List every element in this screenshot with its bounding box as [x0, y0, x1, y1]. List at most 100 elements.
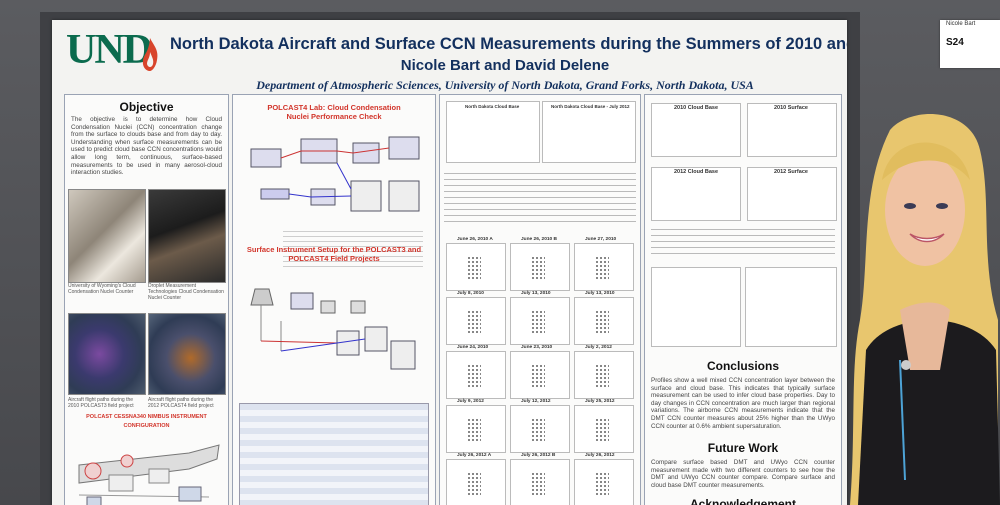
profile-plot: June 23, 2010	[510, 345, 570, 399]
profile-plot: July 26, 2012	[574, 453, 634, 505]
chart-2010-surface-title: 2010 Surface	[774, 105, 808, 111]
objective-heading: Objective	[119, 100, 174, 114]
chart-2010-cloud-base: 2010 Cloud Base	[651, 103, 741, 157]
chart-2012-cloud-base-title: 2012 Cloud Base	[674, 169, 719, 175]
chart-cloud-base-july-2012-title: North Dakota Cloud Base - July 2012	[551, 104, 630, 109]
profile-plot-points	[467, 364, 481, 388]
poster-affiliation: Department of Atmospheric Sciences, Univ…	[256, 78, 754, 92]
presenter-name-tag: Nicole Bart S24	[940, 20, 1000, 68]
profile-plot-label: July 26, 2012 A	[457, 453, 492, 458]
flight-2010-caption: Aircraft flight paths during the 2010 PO…	[68, 397, 134, 409]
chart-cloud-base: North Dakota Cloud Base	[446, 101, 540, 163]
profile-plot-points	[467, 310, 481, 334]
uwyo-ccn-photo	[68, 189, 146, 283]
surface-setup-heading: Surface Instrument Setup for the POLCAST…	[246, 245, 422, 263]
comparison-chart-1	[651, 267, 741, 347]
profile-plot: July 12, 2012	[510, 399, 570, 453]
conclusions-text: Profiles show a well mixed CCN concentra…	[651, 377, 835, 430]
profile-plot-label: June 26, 2010 B	[521, 237, 557, 242]
tag-board-id: S24	[946, 37, 964, 48]
profile-plot-label: July 9, 2012	[457, 399, 484, 404]
conclusions-heading: Conclusions	[706, 359, 779, 373]
aircraft-diagram	[78, 444, 220, 505]
chart-cloud-base-july-2012: North Dakota Cloud Base - July 2012	[542, 101, 636, 163]
profile-plot: June 26, 2010 B	[510, 237, 570, 291]
dmt-caption: Droplet Measurement Technologies Cloud C…	[148, 283, 224, 301]
surface-schematic	[250, 288, 416, 370]
profile-plot-label: July 13, 2010	[521, 291, 551, 296]
uwyo-caption: University of Wyoming's Cloud Condensati…	[68, 283, 136, 295]
profile-plot-label: June 24, 2010	[457, 345, 489, 350]
und-logo: UND	[66, 24, 176, 86]
profile-plot-label: June 27, 2010	[585, 237, 617, 242]
chart-2010-surface: 2010 Surface	[747, 103, 837, 157]
profile-plot-points	[531, 418, 545, 442]
profile-plot: July 9, 2012	[446, 399, 506, 453]
profile-plot-points	[531, 256, 545, 280]
profile-plot-label: July 8, 2010	[457, 291, 484, 296]
dmt-ccn-photo	[148, 189, 226, 283]
flame-icon	[142, 38, 158, 71]
profile-plot-points	[467, 256, 481, 280]
profile-plot-points	[595, 472, 609, 496]
conclusions-column: 2010 Cloud Base 2010 Surface 2012 Cloud …	[644, 94, 842, 505]
profile-plot-points	[467, 472, 481, 496]
research-poster: UND North Dakota Aircraft and Surface CC…	[52, 20, 847, 505]
profile-plot-points	[467, 418, 481, 442]
profile-plot: July 26, 2012 A	[446, 453, 506, 505]
flight-2012-caption: Aircraft flight paths during the 2012 PO…	[148, 397, 214, 409]
profile-plot-points	[595, 418, 609, 442]
objective-text: The objective is to determine how Cloud …	[71, 116, 222, 177]
profile-plot: July 2, 2012	[574, 345, 634, 399]
profile-plot-points	[531, 364, 545, 388]
comparison-chart-2	[745, 267, 837, 347]
chart-2012-surface: 2012 Surface	[747, 167, 837, 221]
profile-plot: June 27, 2010	[574, 237, 634, 291]
chart-2010-cloud-base-title: 2010 Cloud Base	[674, 105, 719, 111]
chart-2012-surface-title: 2012 Surface	[774, 169, 808, 175]
profile-plot-label: June 26, 2010 A	[457, 237, 493, 242]
results-text	[444, 173, 636, 223]
profile-plot-points	[595, 310, 609, 334]
acknowledgement-heading: Acknowledgement	[689, 497, 797, 505]
objective-column: Objective The objective is to determine …	[64, 94, 229, 505]
profile-plot-label: July 25, 2012	[585, 399, 615, 404]
instrument-config-heading: POLCAST CESSNA340 NIMBUS INSTRUMENT CONF…	[86, 414, 207, 429]
chart-cloud-base-title: North Dakota Cloud Base	[465, 104, 520, 109]
lab-schematic	[250, 136, 420, 212]
methods-column: POLCAST4 Lab: Cloud Condensation Nuclei …	[232, 94, 436, 505]
flight-paths-2012-map	[148, 313, 226, 395]
profile-plot-label: July 26, 2012 B	[521, 453, 556, 458]
tag-presenter-name: Nicole Bart	[946, 21, 976, 27]
logo-text: UND	[66, 27, 153, 73]
results-column: North Dakota Cloud Base North Dakota Clo…	[439, 94, 641, 505]
flight-paths-2010-map	[68, 313, 146, 395]
profile-plot-points	[595, 364, 609, 388]
future-work-text: Compare surface based DMT and UWyo CCN c…	[651, 459, 835, 489]
profile-plot: June 24, 2010	[446, 345, 506, 399]
profile-plot-label: June 23, 2010	[521, 345, 553, 350]
profile-plot: July 13, 2010	[510, 291, 570, 345]
lab-notes	[283, 231, 423, 271]
profile-plot-label: July 26, 2012	[585, 453, 615, 458]
future-work-heading: Future Work	[707, 441, 779, 455]
profile-plot: July 8, 2010	[446, 291, 506, 345]
presenter-photo	[850, 113, 1000, 505]
profile-plot-label: July 13, 2010	[585, 291, 615, 296]
lab-check-heading: POLCAST4 Lab: Cloud Condensation Nuclei …	[267, 103, 401, 121]
poster-title: North Dakota Aircraft and Surface CCN Me…	[170, 35, 847, 53]
profile-plot: June 26, 2010 A	[446, 237, 506, 291]
poster-authors: Nicole Bart and David Delene	[400, 57, 610, 74]
profile-plot-points	[531, 310, 545, 334]
profile-plot: July 13, 2010	[574, 291, 634, 345]
profile-plot-label: July 2, 2012	[585, 345, 612, 350]
profile-plot-points	[595, 256, 609, 280]
profile-plot-label: July 12, 2012	[521, 399, 551, 404]
profile-plot-points	[531, 472, 545, 496]
chart-2012-cloud-base: 2012 Cloud Base	[651, 167, 741, 221]
profile-plot: July 26, 2012 B	[510, 453, 570, 505]
profile-plot: July 25, 2012	[574, 399, 634, 453]
stats-text	[651, 229, 835, 257]
instrument-table	[239, 403, 429, 505]
